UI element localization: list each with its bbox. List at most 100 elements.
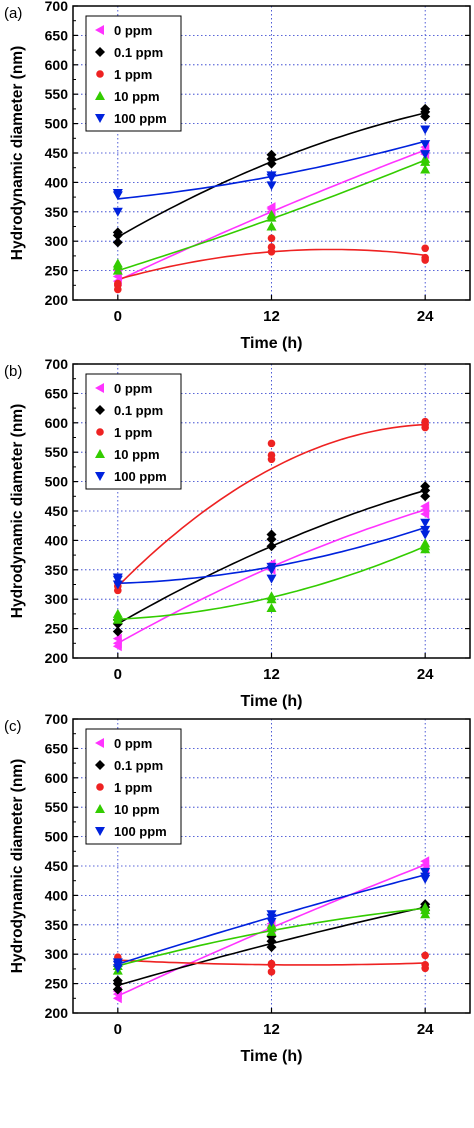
data-point <box>266 541 277 552</box>
x-tick-label: 24 <box>417 666 434 683</box>
legend-label: 100 ppm <box>114 111 167 126</box>
y-tick-label: 500 <box>45 116 69 132</box>
data-point <box>266 562 277 572</box>
y-tick-label: 350 <box>45 917 69 933</box>
data-point <box>420 538 431 548</box>
data-point <box>114 279 122 288</box>
data-point <box>266 574 277 584</box>
y-tick-label: 600 <box>45 415 69 431</box>
chart-panel-c: 200 250 300 350 400 450 500 550 600 650 700 0 12 24 0 … <box>4 711 471 1065</box>
legend-label: 1 ppm <box>114 425 152 440</box>
data-point <box>421 253 429 262</box>
y-tick-label: 200 <box>45 292 69 308</box>
y-tick-label: 500 <box>45 829 69 845</box>
legend-marker <box>95 760 105 770</box>
y-tick-label: 700 <box>45 711 69 727</box>
legend-label: 100 ppm <box>114 824 167 839</box>
legend-marker <box>95 47 105 57</box>
x-tick-label: 12 <box>263 1021 280 1038</box>
data-point <box>266 202 276 213</box>
y-tick-label: 350 <box>45 204 69 220</box>
legend-label: 0.1 ppm <box>114 403 163 418</box>
data-point <box>112 573 123 583</box>
data-point <box>112 258 123 268</box>
data-point <box>420 872 431 882</box>
x-tick-label: 12 <box>263 308 280 325</box>
legend-label: 0 ppm <box>114 381 152 396</box>
legend-marker <box>96 70 104 78</box>
y-tick-label: 600 <box>45 770 69 786</box>
x-axis-title: Time (h) <box>241 693 303 710</box>
data-point <box>420 491 431 502</box>
data-point <box>421 244 429 253</box>
data-point <box>266 603 277 613</box>
data-point <box>420 150 431 160</box>
legend-label: 10 ppm <box>114 89 160 104</box>
data-point <box>420 501 430 512</box>
data-point <box>420 525 431 535</box>
legend-marker <box>95 738 104 748</box>
plot-frame <box>72 363 471 659</box>
y-tick-label: 550 <box>45 444 69 460</box>
x-tick-label: 24 <box>417 308 434 325</box>
data-point <box>112 633 122 644</box>
y-tick-label: 550 <box>45 799 69 815</box>
legend-label: 100 ppm <box>114 469 167 484</box>
data-point <box>112 265 123 275</box>
data-point <box>112 207 123 217</box>
data-point <box>266 209 277 219</box>
data-point <box>112 975 123 986</box>
y-tick-label: 700 <box>45 0 69 14</box>
data-point <box>421 960 429 969</box>
data-point <box>420 140 431 150</box>
data-point <box>420 481 431 492</box>
y-tick-label: 450 <box>45 503 69 519</box>
x-tick-label: 0 <box>114 1021 122 1038</box>
legend-marker <box>95 405 105 415</box>
legend-label: 1 ppm <box>114 67 152 82</box>
data-point <box>420 518 431 528</box>
y-tick-label: 200 <box>45 1005 69 1021</box>
legend-label: 0.1 ppm <box>114 45 163 60</box>
legend-label: 0 ppm <box>114 736 152 751</box>
data-point <box>267 968 276 976</box>
chart-panel-a: 200 250 300 350 400 450 500 550 600 650 700 0 12 24 0 … <box>4 0 471 352</box>
legend-label: 1 ppm <box>114 780 152 795</box>
data-point <box>267 451 276 459</box>
panel-label: (c) <box>4 718 22 735</box>
legend-marker <box>95 114 105 123</box>
x-tick-label: 0 <box>114 666 122 683</box>
legend-marker <box>95 449 105 458</box>
legend-label: 0.1 ppm <box>114 758 163 773</box>
data-point <box>112 237 123 248</box>
data-point <box>420 103 431 114</box>
data-point <box>267 439 276 448</box>
data-point <box>267 234 276 243</box>
x-tick-label: 12 <box>263 666 280 683</box>
data-point <box>420 530 431 540</box>
y-tick-label: 400 <box>45 174 69 190</box>
y-axis-title: Hydrodynamic diameter (nm) <box>9 759 26 973</box>
panel-label: (b) <box>4 363 22 380</box>
y-tick-label: 250 <box>45 263 69 279</box>
data-point <box>112 188 123 198</box>
data-point <box>112 608 123 618</box>
plot-frame <box>72 718 471 1014</box>
y-tick-label: 550 <box>45 86 69 102</box>
data-point <box>112 958 123 968</box>
data-point <box>112 626 123 637</box>
data-point <box>420 902 431 912</box>
data-point <box>421 417 429 426</box>
x-tick-label: 0 <box>114 308 122 325</box>
legend-label: 10 ppm <box>114 802 160 817</box>
y-tick-label: 500 <box>45 474 69 490</box>
legend-label: 10 ppm <box>114 447 160 462</box>
y-tick-label: 450 <box>45 145 69 161</box>
data-point <box>420 125 431 135</box>
y-tick-label: 300 <box>45 233 69 249</box>
y-axis-title: Hydrodynamic diameter (nm) <box>9 404 26 618</box>
data-point <box>266 221 277 231</box>
legend-marker <box>95 383 104 393</box>
data-point <box>266 171 277 181</box>
